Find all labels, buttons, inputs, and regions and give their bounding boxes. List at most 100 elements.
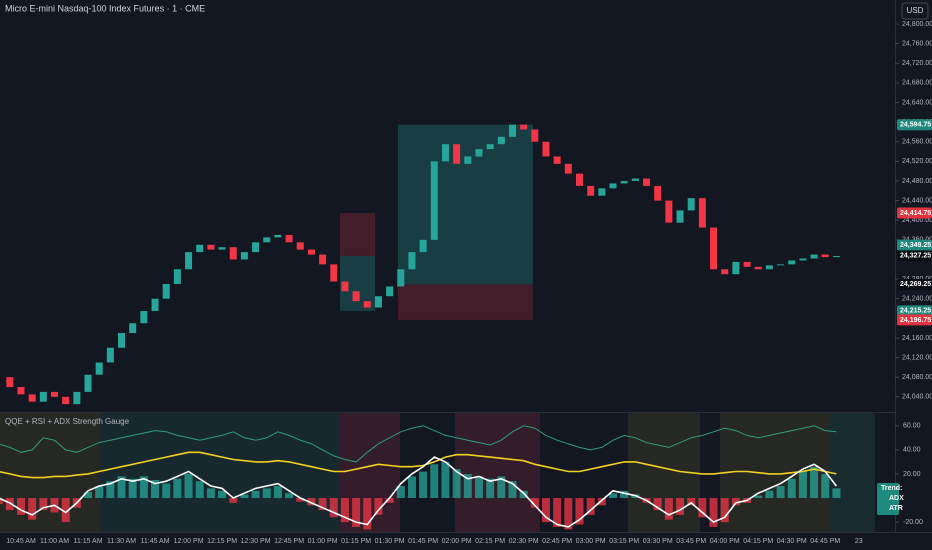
x-tick-label: 12:00 PM [174,538,204,545]
candle [698,198,706,228]
histogram-bar [206,488,215,499]
indicator-line [0,451,837,479]
price-label: 24,269.25 [900,281,931,288]
price-label-box [897,278,932,290]
y-tick-label: 20.00 [903,471,921,478]
histogram-bar [385,498,394,503]
loss-zone [398,284,533,320]
candle [386,286,394,297]
histogram-bar [474,476,483,499]
histogram-bar [139,476,148,499]
zone [0,413,100,532]
candle [520,124,528,130]
status-text: ADX [889,495,904,502]
candle [129,323,137,334]
x-tick-label: 12:30 PM [241,538,271,545]
x-tick-label: 11:00 AM [40,538,69,545]
loss-zone [340,212,375,256]
candle [620,180,628,184]
candle [285,234,293,243]
candle [643,178,651,186]
zone [830,413,875,532]
candle [207,244,215,250]
candle [408,252,416,270]
candle [140,310,148,324]
y-tick-label: 24,040.00 [902,394,932,401]
candle [28,394,36,402]
candle [363,301,371,308]
candle [263,237,271,243]
candle [631,178,639,181]
x-tick-label: 11:45 AM [141,538,170,545]
x-tick-label: 03:30 PM [643,538,673,545]
histogram-bar [508,481,517,499]
histogram-bar [541,498,550,523]
candle [173,269,181,284]
histogram-bar [664,498,673,520]
histogram-bar [709,498,718,527]
candle [531,129,539,142]
candle [151,298,159,311]
status-text: Trend: [881,485,902,492]
y-tick-label: 40.00 [903,447,921,454]
candle [441,144,449,162]
y-tick-label: 60.00 [903,423,921,430]
x-tick-label: 01:00 PM [308,538,338,545]
x-tick-label: 02:30 PM [509,538,539,545]
histogram-bar [340,498,349,523]
histogram-bar [810,466,819,499]
candle [240,252,248,260]
candle [587,185,595,196]
candle [229,247,237,260]
candle [788,260,796,265]
histogram-bar [776,485,785,499]
indicator-title: QQE + RSI + ADX Strength Gauge [5,417,130,426]
x-tick-label: 04:00 PM [710,538,740,545]
candle [62,396,70,405]
histogram-bar [452,469,461,499]
candle [185,252,193,270]
x-tick-label: 01:30 PM [375,538,405,545]
histogram-bar [195,481,204,499]
histogram-bar [5,498,14,511]
y-tick-label: -20.00 [903,519,923,526]
x-tick-label: 03:45 PM [676,538,706,545]
candle [743,261,751,267]
y-tick-label: 24,160.00 [902,335,932,342]
histogram-bar [352,498,361,527]
candle [810,254,818,259]
candle [430,161,438,240]
plot: 24,800.00 24,760.00 24,720.00 24,680.00 24,6… [0,21,932,545]
currency-button[interactable] [901,2,929,20]
histogram-bar [61,498,70,523]
histogram-bar [95,485,104,499]
currency[interactable]: USD [907,6,924,15]
price-label: 24,327.25 [900,253,931,260]
histogram-bar [162,483,171,499]
histogram-bar [17,498,25,515]
x-tick-label: 12:45 PM [274,538,304,545]
candle [196,244,204,253]
candle [676,210,684,223]
histogram-bar [698,498,707,518]
candle [6,377,14,387]
histogram-bar [296,498,305,502]
price-label-box [897,250,932,262]
histogram-bar [676,498,685,515]
x-tick-label: 04:45 PM [810,538,840,545]
histogram-bar [821,473,830,499]
price-label-box [897,119,932,131]
status-text: ATR [889,505,903,512]
x-tick-label: 11:15 AM [73,538,102,545]
y-tick-label: 24,520.00 [902,158,932,165]
candle [95,362,103,375]
profit-zone [398,124,533,285]
y-tick-label: 24,440.00 [902,197,932,204]
candle [553,156,561,164]
histogram-bar [285,493,294,499]
histogram-bar [765,490,774,499]
candle [598,188,606,196]
candle [17,386,25,395]
x-tick-label: 23 [855,538,863,545]
histogram-bar [798,471,807,499]
